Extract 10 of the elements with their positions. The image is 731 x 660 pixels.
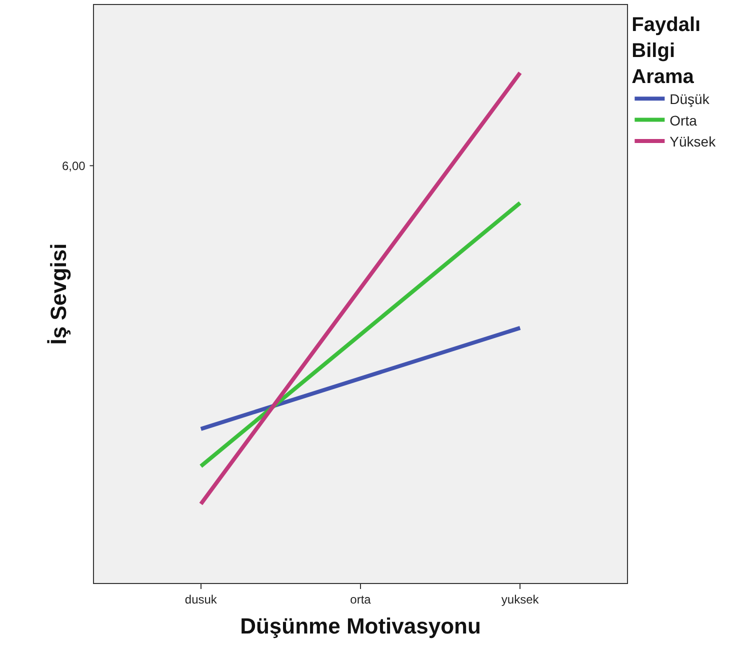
legend-label: Yüksek	[670, 133, 717, 150]
legend-label: Düşük	[670, 91, 710, 108]
x-tick-label: dusuk	[184, 592, 218, 606]
x-tick-label: orta	[350, 592, 372, 606]
legend-label: Orta	[670, 112, 698, 128]
legend-title: Faydalı Bilgi Arama	[632, 14, 701, 88]
y-axis-title: İş Sevgisi	[46, 243, 71, 345]
x-axis-title: Düşünme Motivasyonu	[240, 613, 481, 638]
text: 6,00	[62, 159, 86, 173]
x-tick-label: yuksek	[501, 592, 540, 606]
